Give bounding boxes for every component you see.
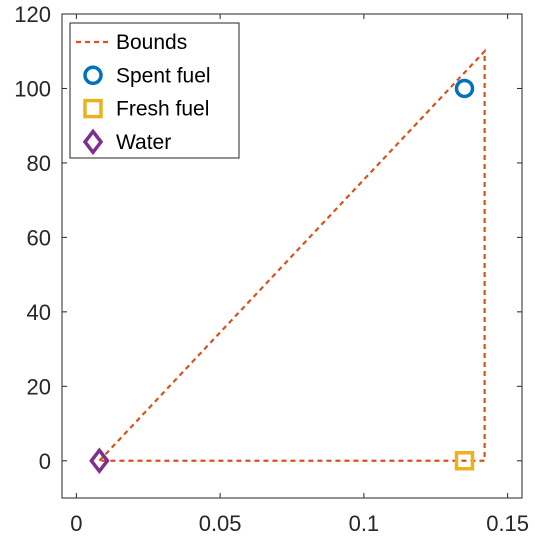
legend-label-water: Water [116, 131, 171, 154]
legend-label-spent-fuel: Spent fuel [116, 64, 211, 87]
spent-fuel-marker [454, 78, 475, 99]
legend-label-bounds: Bounds [116, 31, 187, 54]
y-axis: 0 20 40 60 80 100 120 [14, 2, 522, 474]
y-tick-label: 60 [27, 225, 51, 250]
y-tick-label: 0 [39, 449, 51, 474]
fresh-fuel-marker [454, 451, 475, 471]
x-axis: 0 0.05 0.1 0.15 [70, 14, 529, 536]
x-tick-label: 0.1 [349, 511, 380, 536]
y-tick-label: 120 [14, 2, 51, 27]
x-tick-label: 0 [70, 511, 82, 536]
x-tick-label: 0.15 [486, 511, 529, 536]
y-tick-label: 100 [14, 76, 51, 101]
series-layer [89, 48, 486, 475]
legend-swatch-fresh-fuel [83, 98, 103, 119]
y-tick-label: 80 [27, 151, 51, 176]
legend: Bounds Spent fuel Fresh fuel Water [69, 22, 240, 159]
y-tick-label: 40 [27, 300, 51, 325]
bounds-line [98, 48, 486, 462]
x-tick-label: 0.05 [199, 511, 242, 536]
legend-swatch-spent-fuel [83, 65, 103, 86]
water-marker [89, 447, 110, 475]
legend-swatch-water [82, 128, 104, 156]
y-tick-label: 20 [27, 374, 51, 399]
legend-label-fresh-fuel: Fresh fuel [116, 98, 209, 121]
